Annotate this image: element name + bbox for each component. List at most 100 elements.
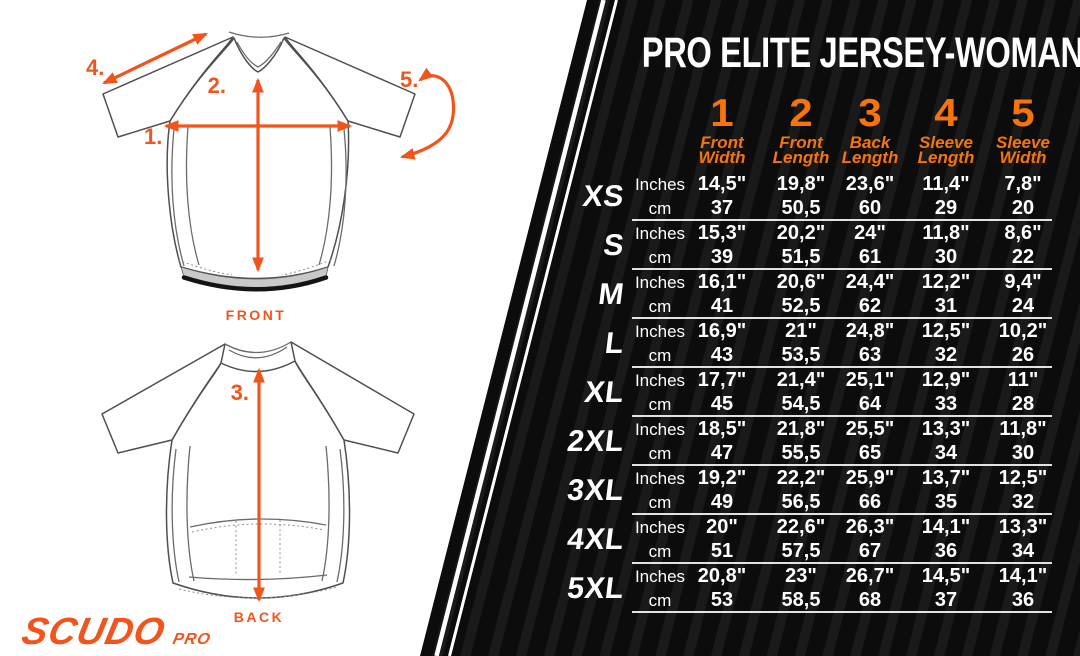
value-inches-sleeve-width: 11"	[1007, 369, 1039, 391]
value-cm-back-length: 64	[858, 393, 882, 415]
unit-cm-label: cm	[648, 394, 672, 414]
value-cm-front-length: 55,5	[781, 442, 821, 464]
value-inches-sleeve-width: 14,1"	[998, 565, 1048, 587]
value-inches-front-length: 20,6"	[776, 271, 826, 293]
column-label: Front Width	[698, 133, 746, 167]
size-label: 2XL	[565, 424, 627, 458]
value-inches-front-length: 21"	[785, 320, 817, 342]
value-cm-sleeve-width: 26	[1011, 344, 1035, 366]
value-cm-front-length: 51,5	[781, 246, 821, 268]
back-side-panel-left-inner	[186, 445, 195, 582]
size-row: M Inches cm 16,1" 20,6" 24,4" 12,2" 9,4"…	[540, 270, 1080, 319]
measurement-arrow-sleeve-width	[399, 67, 456, 160]
marker-label-5: 5.	[400, 67, 418, 92]
size-label: M	[596, 277, 627, 311]
value-cm-front-length: 57,5	[781, 540, 821, 562]
size-row: 2XL Inches cm 18,5" 21,8" 25,5" 13,3" 11…	[540, 417, 1080, 466]
value-inches-front-length: 22,6"	[776, 516, 826, 538]
value-cm-front-length: 58,5	[781, 589, 821, 611]
value-cm-back-length: 65	[858, 442, 882, 464]
value-inches-back-length: 26,3"	[845, 516, 895, 538]
value-cm-back-length: 68	[858, 589, 882, 611]
value-cm-sleeve-length: 31	[934, 295, 958, 317]
size-label: XL	[582, 375, 627, 409]
value-cm-front-width: 51	[710, 540, 734, 562]
value-inches-front-width: 15,3"	[697, 222, 747, 244]
brand-logo-main: SCUDO	[18, 610, 169, 653]
front-side-panel-left-inner	[185, 126, 200, 266]
value-inches-back-length: 24,4"	[845, 271, 895, 293]
value-cm-front-width: 47	[710, 442, 734, 464]
back-right-sleeve	[290, 341, 415, 454]
unit-inches-label: Inches	[634, 566, 686, 586]
value-inches-sleeve-width: 9,4"	[1004, 271, 1042, 293]
value-cm-back-length: 62	[858, 295, 882, 317]
value-inches-front-length: 20,2"	[776, 222, 826, 244]
value-inches-sleeve-length: 13,7"	[921, 467, 971, 489]
value-inches-front-width: 18,5"	[697, 418, 747, 440]
size-table-rows: XS Inches cm 14,5" 19,8" 23,6" 11,4" 7,8…	[540, 172, 1080, 613]
front-hem-edge	[181, 275, 329, 292]
value-inches-sleeve-length: 14,5"	[921, 565, 971, 587]
value-inches-sleeve-length: 13,3"	[921, 418, 971, 440]
value-cm-sleeve-length: 29	[934, 197, 958, 219]
value-inches-front-width: 14,5"	[697, 173, 747, 195]
column-number: 5	[1011, 92, 1035, 135]
back-left-sleeve	[101, 343, 226, 454]
value-cm-sleeve-width: 24	[1011, 295, 1035, 317]
value-inches-front-length: 21,4"	[776, 369, 826, 391]
front-view-label: FRONT	[226, 307, 287, 323]
value-inches-front-width: 16,1"	[697, 271, 747, 293]
value-cm-sleeve-length: 30	[934, 246, 958, 268]
front-measurement-arrows: 1. 2. 4. 5. FRONT	[86, 32, 456, 323]
unit-inches-label: Inches	[634, 370, 686, 390]
column-label: Front Length	[772, 133, 830, 167]
measurement-column-header: 2 Front Length	[767, 94, 835, 167]
unit-inches-label: Inches	[634, 272, 686, 292]
column-number: 3	[858, 92, 882, 135]
measurement-column-header: 3 Back Length	[836, 92, 904, 167]
row-separator	[632, 268, 1052, 270]
measurement-column-header: 5 Sleeve Width	[987, 92, 1059, 167]
back-side-panel-left	[171, 448, 180, 583]
row-separator	[632, 317, 1052, 319]
size-row: 3XL Inches cm 19,2" 22,2" 25,9" 13,7" 12…	[540, 466, 1080, 515]
page-title: PRO ELITE JERSEY-WOMAN	[572, 31, 1080, 75]
value-cm-sleeve-width: 28	[1011, 393, 1035, 415]
value-inches-front-length: 23"	[785, 565, 817, 587]
value-cm-back-length: 67	[858, 540, 882, 562]
front-hem-stitch-right	[281, 259, 332, 276]
value-inches-front-width: 16,9"	[697, 320, 747, 342]
value-inches-sleeve-width: 13,3"	[998, 516, 1048, 538]
size-label: 5XL	[565, 571, 627, 605]
value-inches-sleeve-length: 12,9"	[921, 369, 971, 391]
value-inches-front-width: 20,8"	[697, 565, 747, 587]
value-cm-front-length: 54,5	[781, 393, 821, 415]
size-row: 5XL Inches cm 20,8" 23" 26,7" 14,5" 14,1…	[540, 564, 1080, 613]
value-inches-sleeve-width: 11,8"	[999, 418, 1047, 440]
value-cm-sleeve-width: 34	[1011, 540, 1035, 562]
size-label: XS	[581, 179, 627, 213]
front-collar-band	[236, 41, 282, 68]
unit-inches-label: Inches	[634, 321, 686, 341]
front-collar-rim	[228, 31, 290, 38]
value-inches-sleeve-length: 11,4"	[922, 173, 970, 195]
size-label: 4XL	[565, 522, 627, 556]
value-cm-front-width: 43	[710, 344, 734, 366]
unit-inches-label: Inches	[634, 517, 686, 537]
value-inches-sleeve-width: 10,2"	[998, 320, 1048, 342]
back-measurement-arrows: 3. BACK	[231, 367, 284, 625]
marker-label-2: 2.	[208, 73, 226, 98]
value-cm-front-length: 56,5	[781, 491, 821, 513]
unit-cm-label: cm	[648, 296, 672, 316]
value-cm-sleeve-length: 34	[934, 442, 958, 464]
value-inches-sleeve-width: 8,6"	[1004, 222, 1042, 244]
front-side-panel-right	[333, 128, 347, 267]
value-cm-front-length: 50,5	[781, 197, 821, 219]
value-cm-front-width: 53	[710, 589, 734, 611]
row-separator	[632, 513, 1052, 515]
unit-cm-label: cm	[648, 590, 672, 610]
back-view-label: BACK	[234, 609, 284, 625]
